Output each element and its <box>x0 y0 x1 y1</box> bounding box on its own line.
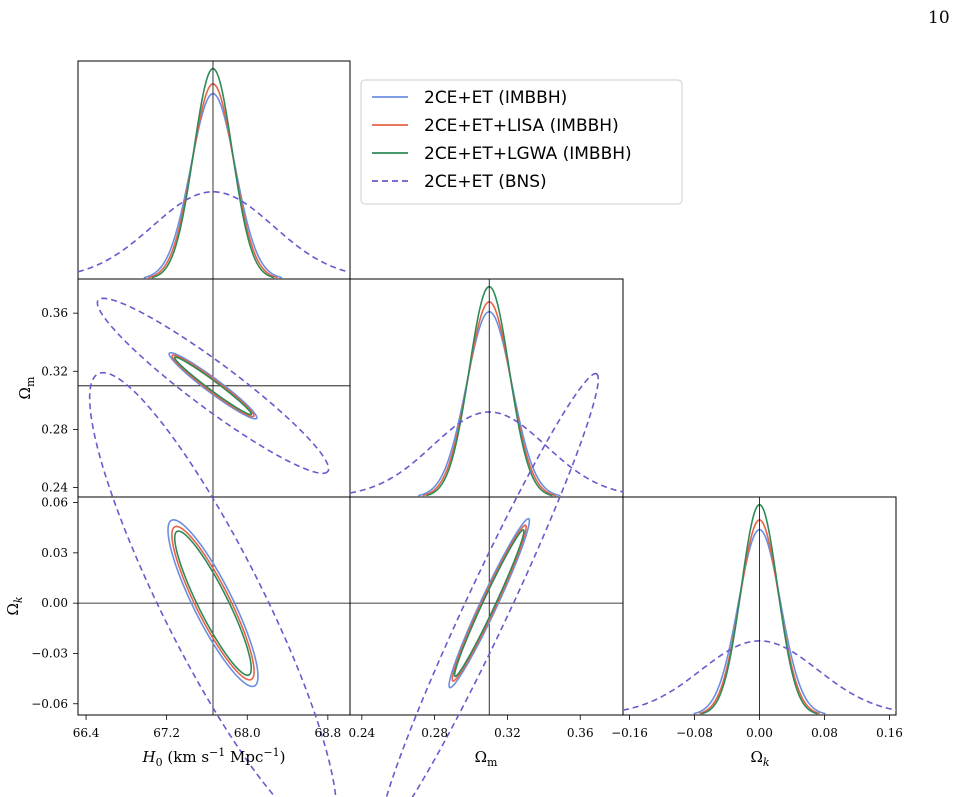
contour-2d-om-vs-h0 <box>168 351 258 420</box>
legend-label: 2CE+ET+LISA (IMBBH) <box>424 116 619 136</box>
y-tick-label: −0.03 <box>31 646 68 660</box>
y-axis-label-ok: Ωk <box>4 596 25 615</box>
panel-frame <box>349 278 624 498</box>
x-tick-label: −0.08 <box>676 726 713 740</box>
panel-frame <box>349 496 624 716</box>
y-tick-label: 0.32 <box>41 364 68 378</box>
y-tick-label: 0.36 <box>41 306 68 320</box>
x-tick-label: 0.36 <box>567 726 594 740</box>
legend-box <box>360 79 683 205</box>
contour-2d-ok-vs-h0 <box>173 530 253 677</box>
legend-label: 2CE+ET (IMBBH) <box>424 88 567 108</box>
x-tick-label: 66.4 <box>73 726 100 740</box>
x-tick-label: 0.32 <box>494 726 521 740</box>
y-tick-label: −0.06 <box>31 697 68 711</box>
contour-2d-ok-vs-om <box>451 524 527 682</box>
x-tick-label: 67.2 <box>153 726 180 740</box>
y-tick-label: 0.06 <box>41 496 68 510</box>
x-tick-label: 0.28 <box>421 726 448 740</box>
y-tick-label: 0.03 <box>41 546 68 560</box>
x-axis-label-h0: H0 (km s−1 Mpc−1) <box>142 746 286 769</box>
legend-label: 2CE+ET (BNS) <box>424 172 547 192</box>
y-tick-label: 0.28 <box>41 422 68 436</box>
x-tick-label: 68.0 <box>234 726 261 740</box>
contour-2d-ok-vs-om <box>448 517 531 689</box>
contour-2d-ok-vs-h0 <box>167 519 259 688</box>
contour-2d-ok-vs-om <box>453 529 525 678</box>
x-tick-label: 0.00 <box>746 726 773 740</box>
page-number: 10 <box>928 8 950 28</box>
contour-2d-om-vs-h0 <box>171 354 255 418</box>
x-axis-label-ok: Ωk <box>750 748 769 769</box>
panel-frame <box>77 278 351 498</box>
contour-2d-om-vs-h0 <box>173 356 253 416</box>
contour-2d-ok-vs-h0 <box>88 371 337 797</box>
y-tick-label: 0.00 <box>41 596 68 610</box>
legend-label: 2CE+ET+LGWA (IMBBH) <box>424 144 632 164</box>
y-axis-label-om: Ωm <box>16 376 37 399</box>
x-tick-label: 0.24 <box>348 726 375 740</box>
x-tick-label: 0.08 <box>811 726 838 740</box>
x-tick-label: −0.16 <box>611 726 648 740</box>
x-tick-label: 68.8 <box>314 726 341 740</box>
x-axis-label-om: Ωm <box>475 748 498 769</box>
contour-2d-ok-vs-om <box>385 372 600 797</box>
x-tick-label: 0.16 <box>876 726 903 740</box>
y-tick-label: 0.24 <box>41 481 68 495</box>
posterior-1d-om <box>349 411 624 494</box>
panel-frame <box>77 496 351 716</box>
posterior-1d-h0 <box>77 190 351 274</box>
contour-2d-ok-vs-h0 <box>171 525 255 681</box>
